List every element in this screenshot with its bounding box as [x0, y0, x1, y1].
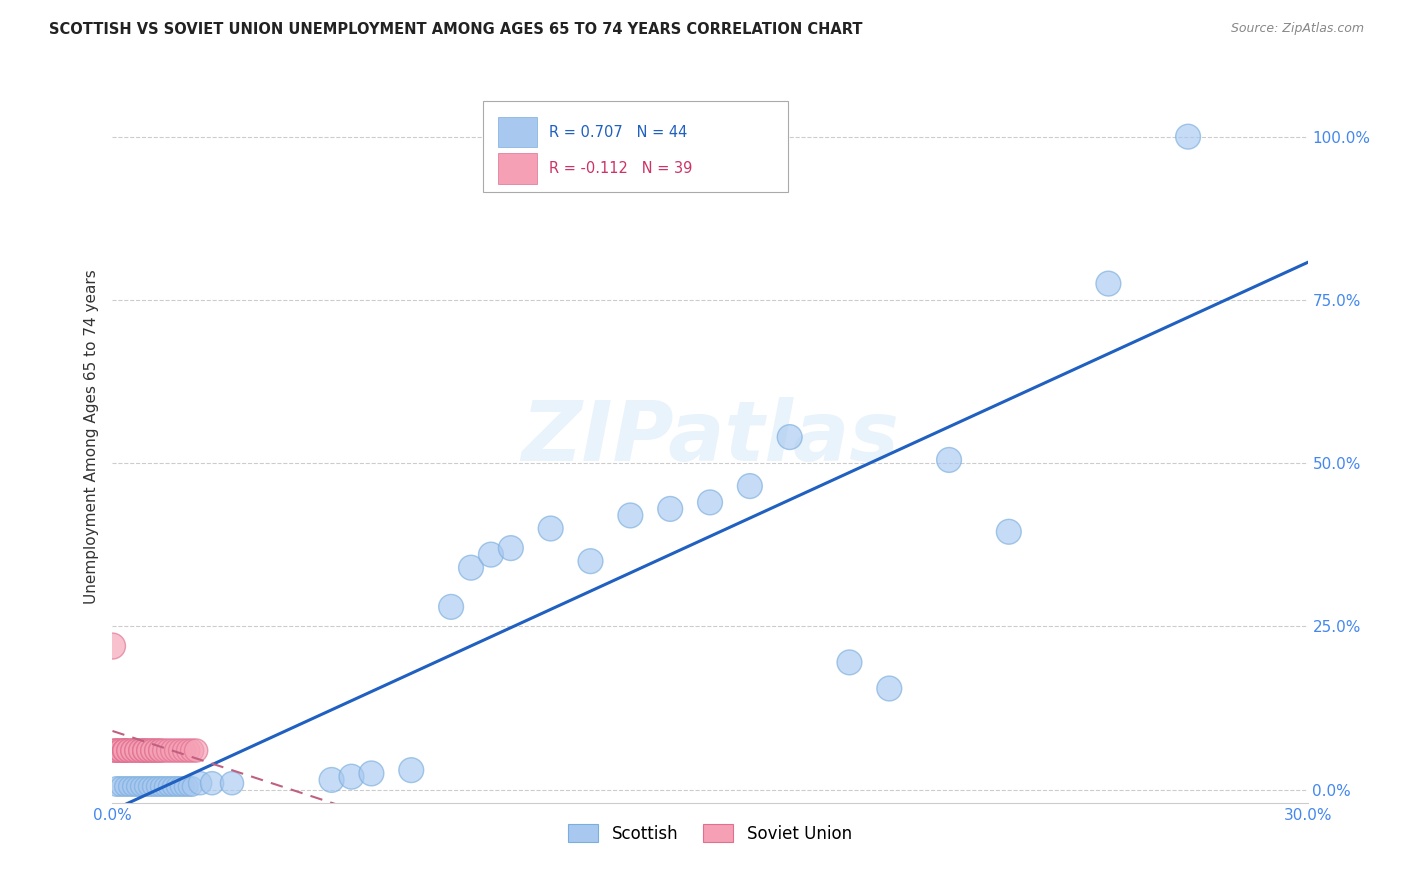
Point: [173, 743, 195, 757]
Point: [125, 743, 148, 757]
Point: [169, 780, 191, 794]
Point: [129, 780, 152, 794]
Point: [138, 743, 160, 757]
FancyBboxPatch shape: [484, 101, 787, 192]
Point: [779, 430, 801, 444]
Point: [149, 743, 172, 757]
Point: [186, 743, 208, 757]
Point: [105, 743, 128, 757]
Y-axis label: Unemployment Among Ages 65 to 74 years: Unemployment Among Ages 65 to 74 years: [83, 269, 98, 605]
Point: [360, 766, 382, 780]
Point: [181, 780, 204, 794]
Point: [145, 780, 167, 794]
Point: [110, 743, 132, 757]
Point: [110, 780, 132, 794]
Point: [479, 548, 502, 562]
Point: [659, 502, 682, 516]
Point: [114, 743, 135, 757]
Text: ZIPatlas: ZIPatlas: [522, 397, 898, 477]
FancyBboxPatch shape: [499, 153, 537, 184]
Point: [619, 508, 641, 523]
Point: [460, 560, 482, 574]
Point: [117, 743, 139, 757]
Point: [153, 780, 176, 794]
Point: [201, 776, 224, 790]
Point: [141, 743, 163, 757]
Point: [117, 780, 139, 794]
Point: [499, 541, 522, 555]
Point: [149, 780, 172, 794]
Point: [579, 554, 602, 568]
Point: [149, 743, 172, 757]
Point: [177, 743, 200, 757]
Point: [114, 780, 135, 794]
Point: [838, 656, 860, 670]
Point: [440, 599, 463, 614]
Point: [938, 453, 960, 467]
Point: [141, 743, 163, 757]
Point: [105, 743, 128, 757]
Point: [105, 743, 128, 757]
Point: [114, 743, 135, 757]
Point: [181, 743, 204, 757]
FancyBboxPatch shape: [499, 117, 537, 147]
Point: [879, 681, 901, 696]
Point: [145, 743, 167, 757]
Point: [121, 743, 143, 757]
Point: [157, 743, 180, 757]
Point: [101, 743, 124, 757]
Text: SCOTTISH VS SOVIET UNION UNEMPLOYMENT AMONG AGES 65 TO 74 YEARS CORRELATION CHAR: SCOTTISH VS SOVIET UNION UNEMPLOYMENT AM…: [49, 22, 863, 37]
Point: [138, 743, 160, 757]
Point: [129, 743, 152, 757]
Point: [125, 780, 148, 794]
Point: [738, 479, 761, 493]
Legend: Scottish, Soviet Union: Scottish, Soviet Union: [561, 818, 859, 849]
Point: [141, 780, 163, 794]
Point: [134, 743, 156, 757]
Point: [321, 772, 343, 787]
Point: [165, 780, 187, 794]
Point: [114, 743, 135, 757]
Point: [998, 524, 1021, 539]
Point: [1097, 277, 1119, 291]
Text: R = 0.707   N = 44: R = 0.707 N = 44: [548, 125, 688, 139]
Point: [540, 521, 562, 535]
Point: [114, 743, 135, 757]
Point: [129, 743, 152, 757]
Point: [162, 743, 183, 757]
Text: Source: ZipAtlas.com: Source: ZipAtlas.com: [1230, 22, 1364, 36]
Point: [105, 780, 128, 794]
Point: [101, 639, 124, 653]
Point: [138, 780, 160, 794]
Point: [121, 780, 143, 794]
Point: [177, 780, 200, 794]
Point: [162, 780, 183, 794]
Point: [221, 776, 243, 790]
Point: [134, 743, 156, 757]
Point: [169, 743, 191, 757]
Point: [699, 495, 721, 509]
Point: [121, 743, 143, 757]
Point: [134, 780, 156, 794]
Point: [188, 776, 211, 790]
Point: [117, 743, 139, 757]
Point: [1177, 129, 1199, 144]
Point: [340, 770, 363, 784]
Point: [145, 743, 167, 757]
Point: [157, 780, 180, 794]
Point: [125, 743, 148, 757]
Point: [153, 743, 176, 757]
Text: R = -0.112   N = 39: R = -0.112 N = 39: [548, 161, 692, 176]
Point: [165, 743, 187, 757]
Point: [401, 763, 423, 777]
Point: [134, 743, 156, 757]
Point: [110, 743, 132, 757]
Point: [173, 780, 195, 794]
